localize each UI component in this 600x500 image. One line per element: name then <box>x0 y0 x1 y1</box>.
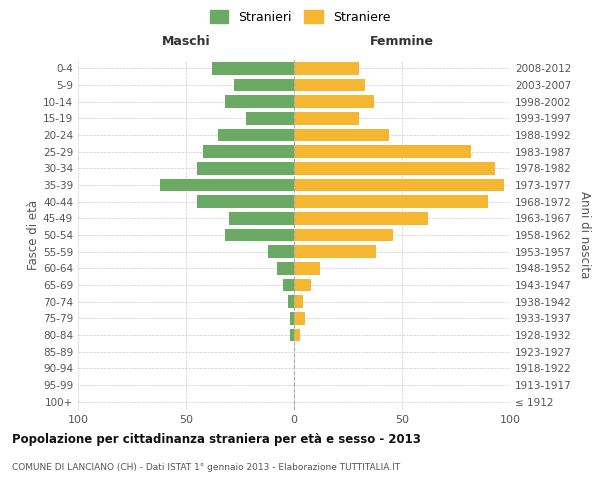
Bar <box>290 312 294 324</box>
Bar <box>294 262 320 274</box>
Bar <box>294 79 365 92</box>
Y-axis label: Anni di nascita: Anni di nascita <box>578 192 591 278</box>
Bar <box>294 112 359 124</box>
Bar <box>294 312 305 324</box>
Bar <box>283 279 294 291</box>
Bar <box>233 79 294 92</box>
Bar <box>290 329 294 341</box>
Bar <box>225 229 294 241</box>
Bar <box>229 212 294 224</box>
Bar <box>294 162 495 174</box>
Bar <box>294 212 428 224</box>
Bar <box>160 179 294 192</box>
Bar <box>294 196 488 208</box>
Y-axis label: Fasce di età: Fasce di età <box>27 200 40 270</box>
Bar <box>225 96 294 108</box>
Text: COMUNE DI LANCIANO (CH) - Dati ISTAT 1° gennaio 2013 - Elaborazione TUTTITALIA.I: COMUNE DI LANCIANO (CH) - Dati ISTAT 1° … <box>12 462 400 471</box>
Bar <box>294 62 359 74</box>
Bar <box>247 112 294 124</box>
Text: Popolazione per cittadinanza straniera per età e sesso - 2013: Popolazione per cittadinanza straniera p… <box>12 432 421 446</box>
Bar <box>294 96 374 108</box>
Bar <box>294 279 311 291</box>
Legend: Stranieri, Straniere: Stranieri, Straniere <box>205 5 395 28</box>
Text: Maschi: Maschi <box>161 36 211 49</box>
Bar <box>294 146 471 158</box>
Bar <box>294 129 389 141</box>
Bar <box>294 329 301 341</box>
Bar <box>287 296 294 308</box>
Text: Femmine: Femmine <box>370 36 434 49</box>
Bar <box>294 179 503 192</box>
Bar <box>197 196 294 208</box>
Bar <box>218 129 294 141</box>
Bar <box>212 62 294 74</box>
Bar <box>277 262 294 274</box>
Bar <box>294 296 302 308</box>
Bar <box>268 246 294 258</box>
Bar <box>203 146 294 158</box>
Bar <box>294 229 394 241</box>
Bar <box>197 162 294 174</box>
Bar <box>294 246 376 258</box>
